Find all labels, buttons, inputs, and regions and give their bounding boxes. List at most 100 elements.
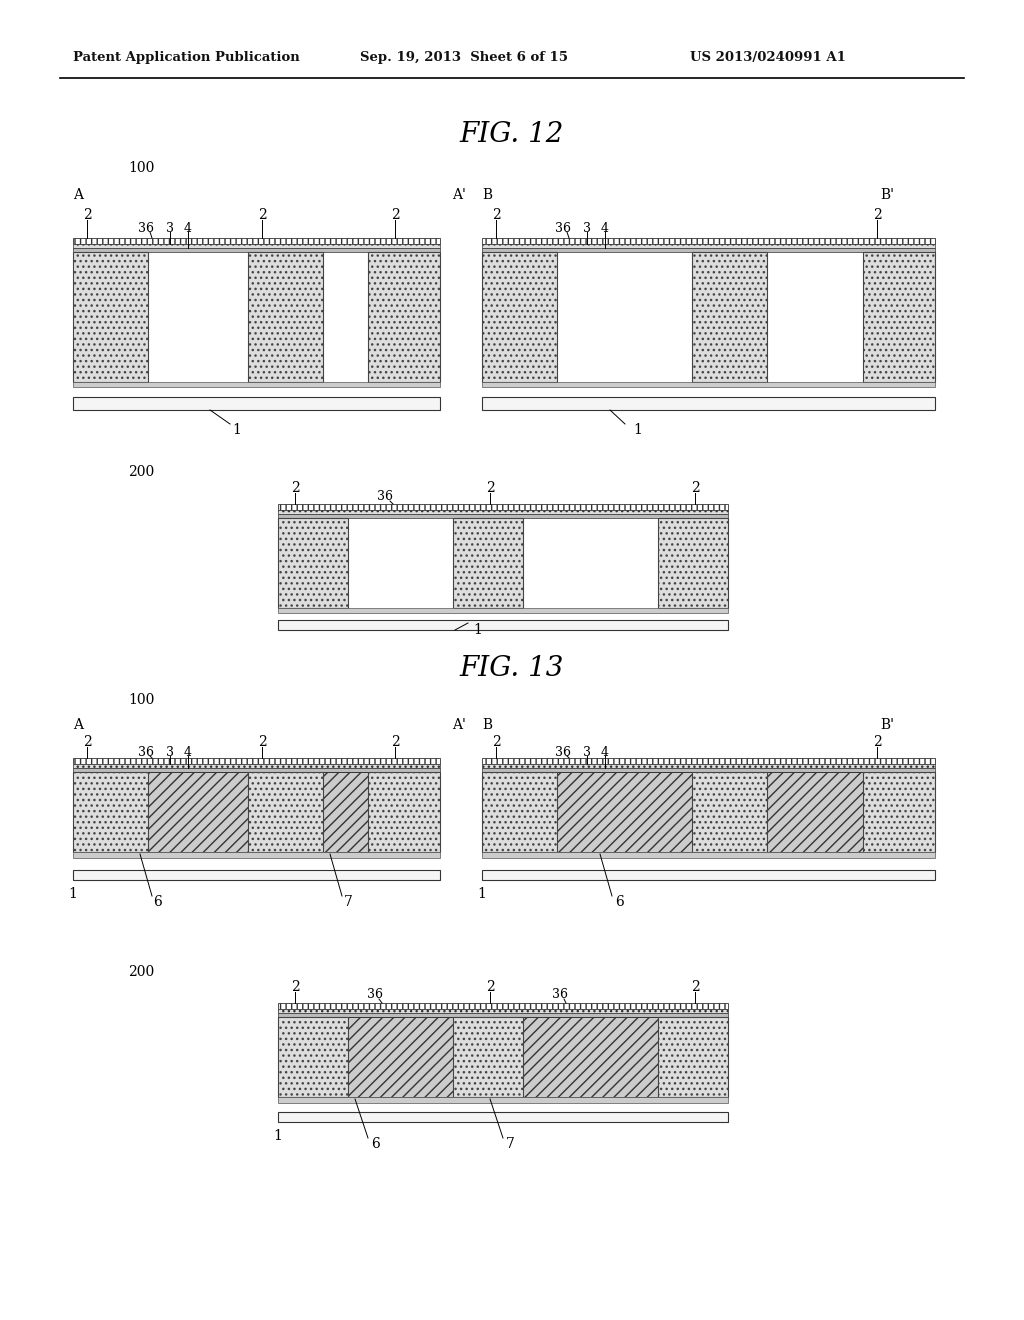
Bar	[453, 517, 523, 609]
Bar	[692, 772, 767, 851]
Bar	[482, 764, 935, 768]
Text: 36: 36	[555, 222, 571, 235]
Text: B': B'	[880, 718, 894, 733]
Text: 2: 2	[258, 735, 266, 748]
Text: 100: 100	[128, 693, 155, 708]
Text: 3: 3	[583, 746, 591, 759]
Bar	[482, 851, 935, 858]
Text: 2: 2	[690, 480, 699, 495]
Bar	[658, 1016, 728, 1097]
Text: 1: 1	[477, 887, 486, 902]
Text: 2: 2	[390, 735, 399, 748]
Bar	[278, 1016, 728, 1097]
Bar	[482, 238, 935, 244]
Text: 2: 2	[872, 735, 882, 748]
Bar	[278, 1008, 728, 1012]
Text: 1: 1	[473, 623, 482, 638]
Text: 6: 6	[615, 895, 625, 909]
Text: 36: 36	[367, 989, 383, 1002]
Text: 2: 2	[83, 209, 91, 222]
Text: 7: 7	[344, 895, 352, 909]
Bar	[482, 248, 935, 252]
Bar	[73, 764, 440, 768]
Text: 1: 1	[69, 887, 78, 902]
Text: 4: 4	[601, 746, 609, 759]
Bar	[368, 772, 440, 851]
Text: 36: 36	[552, 989, 568, 1002]
Bar	[278, 609, 728, 612]
Bar	[453, 1016, 523, 1097]
Text: 36: 36	[555, 746, 571, 759]
Text: 3: 3	[166, 222, 174, 235]
Bar	[73, 238, 440, 244]
Bar	[482, 381, 935, 387]
Text: 2: 2	[492, 735, 501, 748]
Bar	[248, 252, 323, 381]
Bar	[73, 772, 148, 851]
Bar	[73, 244, 440, 248]
Text: 36: 36	[138, 222, 154, 235]
Text: A': A'	[452, 718, 466, 733]
Bar	[278, 1003, 728, 1008]
Bar	[73, 252, 148, 381]
Text: 1: 1	[232, 422, 242, 437]
Text: 2: 2	[485, 979, 495, 994]
Bar	[482, 397, 935, 411]
Bar	[658, 517, 728, 609]
Text: 7: 7	[506, 1137, 514, 1151]
Bar	[278, 1111, 728, 1122]
Bar	[73, 768, 440, 772]
Bar	[482, 772, 935, 851]
Text: 2: 2	[83, 735, 91, 748]
Text: 1: 1	[273, 1129, 283, 1143]
Bar	[863, 252, 935, 381]
Bar	[73, 851, 440, 858]
Bar	[73, 758, 440, 764]
Text: A': A'	[452, 187, 466, 202]
Text: 2: 2	[258, 209, 266, 222]
Text: 3: 3	[166, 746, 174, 759]
Text: 6: 6	[154, 895, 163, 909]
Bar	[73, 397, 440, 411]
Text: A: A	[73, 187, 83, 202]
Text: 2: 2	[291, 979, 299, 994]
Text: 200: 200	[128, 965, 155, 979]
Bar	[73, 248, 440, 252]
Bar	[278, 620, 728, 630]
Bar	[482, 870, 935, 880]
Bar	[278, 1012, 728, 1016]
Text: 2: 2	[872, 209, 882, 222]
Bar	[278, 504, 728, 510]
Text: FIG. 13: FIG. 13	[460, 655, 564, 681]
Bar	[482, 758, 935, 764]
Bar	[482, 772, 557, 851]
Text: 1: 1	[634, 422, 642, 437]
Bar	[73, 772, 440, 851]
Text: Patent Application Publication: Patent Application Publication	[73, 50, 300, 63]
Text: B: B	[482, 718, 493, 733]
Bar	[482, 768, 935, 772]
Bar	[278, 510, 728, 513]
Text: 36: 36	[138, 746, 154, 759]
Text: A: A	[73, 718, 83, 733]
Text: B: B	[482, 187, 493, 202]
Text: US 2013/0240991 A1: US 2013/0240991 A1	[690, 50, 846, 63]
Text: 2: 2	[485, 480, 495, 495]
Text: 4: 4	[601, 222, 609, 235]
Text: 6: 6	[371, 1137, 379, 1151]
Text: B': B'	[880, 187, 894, 202]
Bar	[692, 252, 767, 381]
Text: FIG. 12: FIG. 12	[460, 121, 564, 149]
Bar	[863, 772, 935, 851]
Text: 4: 4	[184, 222, 193, 235]
Text: 2: 2	[492, 209, 501, 222]
Bar	[482, 244, 935, 248]
Text: 3: 3	[583, 222, 591, 235]
Bar	[248, 772, 323, 851]
Text: 2: 2	[390, 209, 399, 222]
Bar	[278, 1016, 348, 1097]
Text: 36: 36	[377, 491, 393, 503]
Bar	[73, 381, 440, 387]
Text: 200: 200	[128, 465, 155, 479]
Text: Sep. 19, 2013  Sheet 6 of 15: Sep. 19, 2013 Sheet 6 of 15	[360, 50, 568, 63]
